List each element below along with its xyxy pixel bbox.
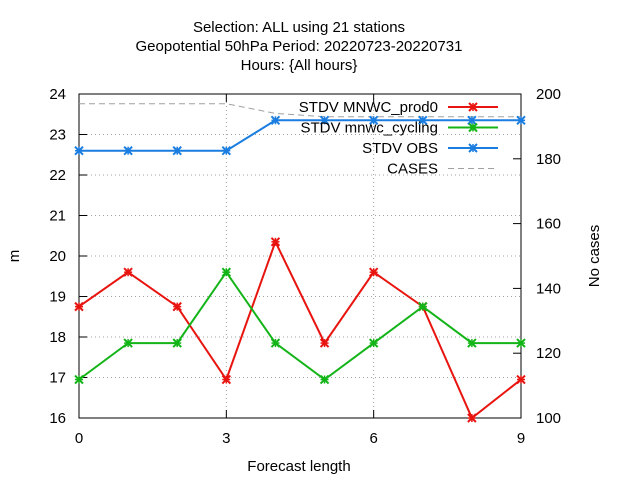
data-point (172, 301, 182, 312)
data-point (319, 115, 330, 126)
legend-label: CASES (387, 161, 438, 178)
grid-layer (79, 94, 521, 418)
data-point (516, 374, 526, 385)
data-point (123, 145, 133, 156)
data-point (221, 267, 232, 277)
data-point (418, 115, 428, 126)
data-point (467, 338, 477, 348)
data-point (319, 338, 330, 348)
series-line-stdv-mnwc-prod0 (78, 239, 522, 420)
data-point (123, 338, 133, 348)
legend: STDV MNWC_prod0 STDV mnwc_cycling STDV OBS… (299, 99, 498, 178)
title-line-1: Selection: ALL using 21 stations (193, 19, 405, 36)
data-point (319, 374, 330, 385)
axes-layer: 16 17 18 19 20 21 22 23 24 100 120 140 160 180 200 0 3 6 9 (49, 86, 561, 447)
y-tick-label: 23 (49, 127, 66, 144)
data-point (221, 374, 232, 385)
y2-tick-label: 100 (536, 410, 561, 427)
y2-tick-label: 200 (536, 86, 561, 103)
y-tick-label: 21 (49, 208, 66, 225)
data-point (74, 145, 84, 156)
y-tick-label: 20 (49, 248, 66, 265)
x-tick-label: 6 (369, 430, 377, 447)
series-line-cases (79, 103, 521, 118)
data-point (123, 267, 133, 277)
y-tick-label: 24 (49, 86, 66, 103)
y-tick-label: 19 (49, 289, 66, 306)
title-line-2: Geopotential 50hPa Period: 20220723-2022… (136, 38, 463, 55)
data-point (74, 374, 84, 385)
series-layer (74, 103, 526, 423)
data-point (172, 145, 182, 156)
y2-axis-label: No cases (586, 225, 603, 288)
chart-title: Selection: ALL using 21 stations Geopote… (136, 19, 463, 74)
data-point (468, 143, 478, 153)
legend-label: STDV mnwc_cycling (300, 120, 438, 137)
y2-tick-label: 180 (536, 151, 561, 168)
data-point (516, 115, 526, 126)
y-tick-label: 17 (49, 370, 66, 387)
legend-label: STDV MNWC_prod0 (299, 99, 438, 116)
data-point (468, 122, 478, 133)
data-point (368, 267, 379, 277)
x-axis-label: Forecast length (247, 458, 350, 475)
data-point (74, 301, 84, 312)
title-line-3: Hours: {All hours} (241, 57, 358, 74)
data-point (368, 338, 379, 348)
x-tick-label: 3 (222, 430, 230, 447)
y-tick-label: 16 (49, 410, 66, 427)
y-axis-label: m (6, 250, 23, 263)
data-point (270, 237, 281, 247)
x-tick-label: 9 (517, 430, 525, 447)
data-point (516, 338, 526, 348)
legend-label: STDV OBS (362, 140, 438, 157)
x-tick-label: 0 (75, 430, 83, 447)
y2-tick-label: 140 (536, 280, 561, 297)
series-line-stdv-mnwc-cycling (78, 270, 521, 381)
data-point (270, 115, 281, 126)
y-tick-label: 22 (49, 167, 66, 184)
data-point (418, 301, 428, 312)
data-point (172, 338, 182, 348)
series-line-stdv-obs (79, 119, 521, 152)
data-point (467, 413, 477, 423)
y-tick-label: 18 (49, 329, 66, 346)
y2-tick-label: 160 (536, 216, 561, 233)
data-point (467, 115, 477, 126)
data-point (468, 102, 478, 112)
data-point (368, 115, 379, 126)
data-point (270, 338, 281, 348)
y2-tick-label: 120 (536, 345, 561, 362)
data-point (221, 145, 232, 156)
